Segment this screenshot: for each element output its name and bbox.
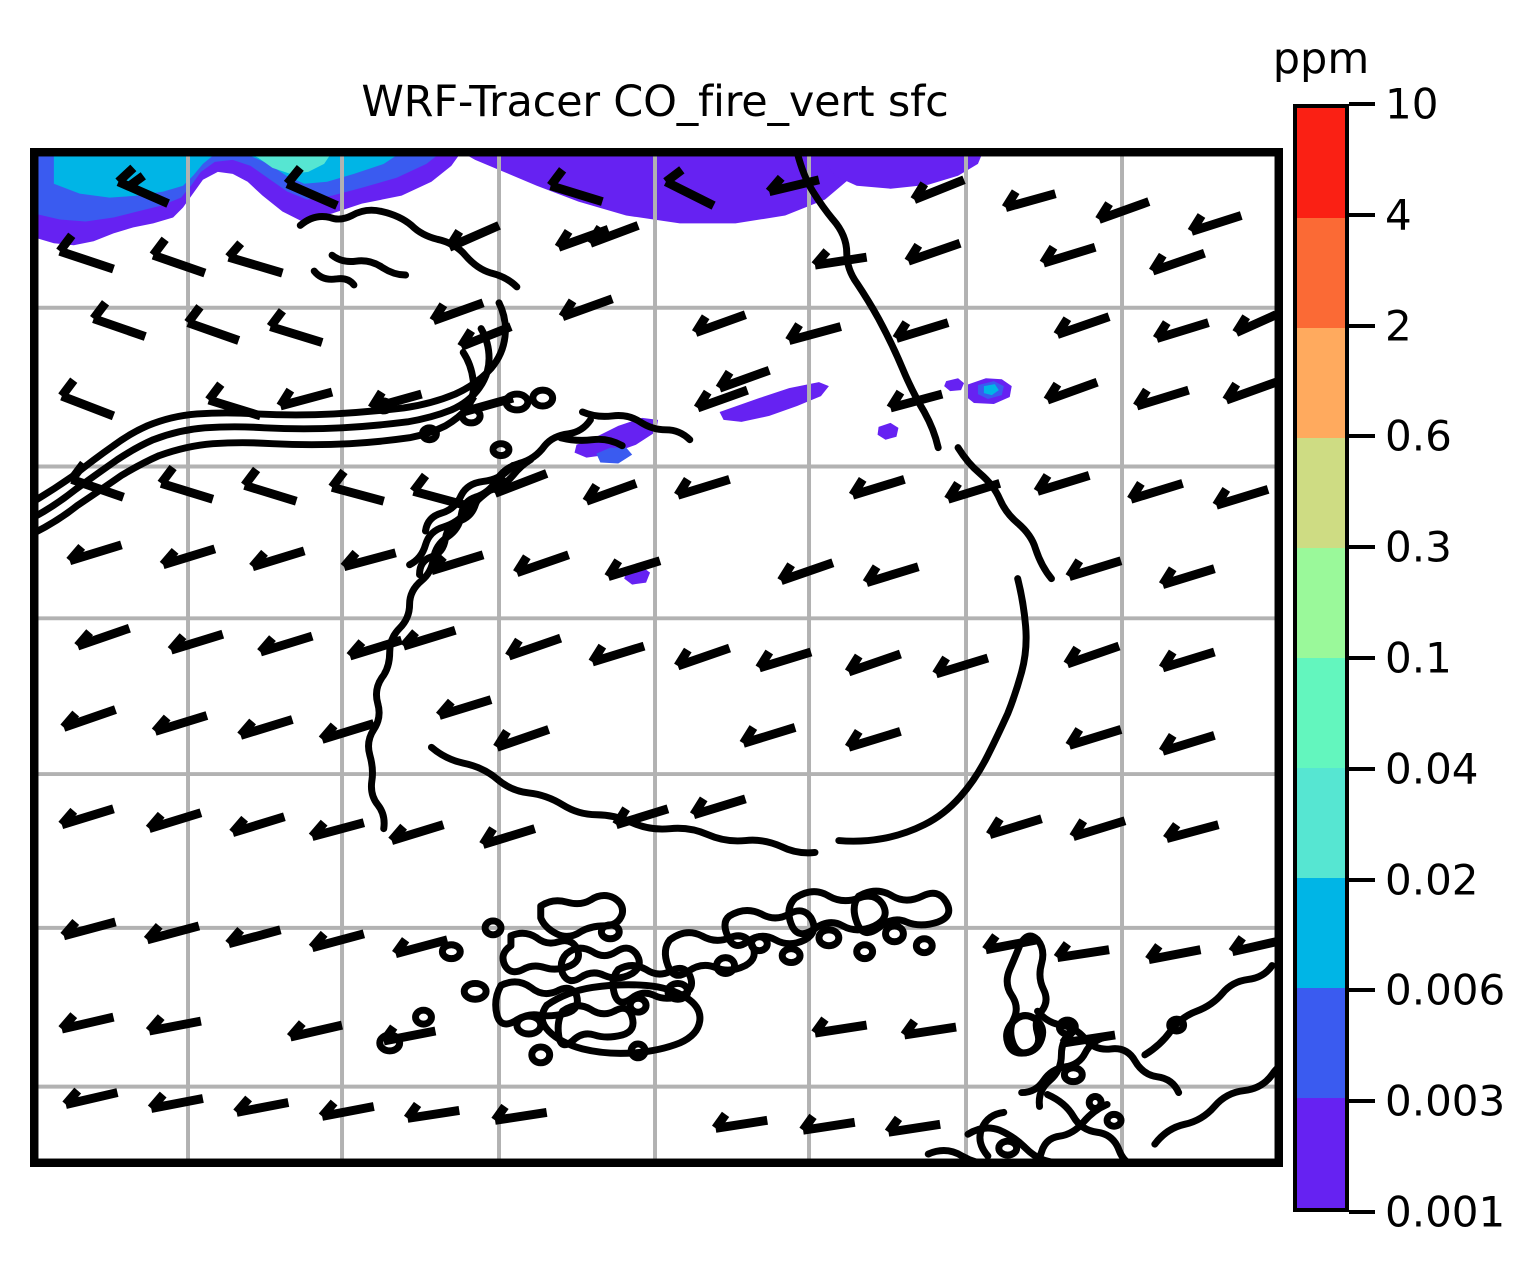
coastline-korea-west: [365, 416, 594, 833]
colorbar-tick: [1349, 877, 1375, 882]
colorbar-segment: [1297, 878, 1345, 988]
coastline-nk-east2: [954, 444, 1055, 583]
coastline-korea-west-detail: [416, 456, 535, 579]
coastline-korea-south: [427, 743, 819, 857]
coastline-honshu: [1151, 1062, 1279, 1148]
map-plot-area[interactable]: [30, 148, 1283, 1167]
colorbar-unit-label: ppm: [1272, 34, 1370, 84]
coastline-kyushu2: [1018, 1033, 1109, 1097]
south-island-chain: [661, 887, 953, 979]
colorbar-tick-label: 4: [1385, 190, 1412, 240]
colorbar-tick-label: 0.04: [1385, 744, 1479, 794]
contour-band-0.02: [246, 152, 333, 174]
coastline-korea-west-inlets2: [406, 485, 495, 569]
colorbar-segment: [1297, 1098, 1345, 1208]
colorbar-tick: [1349, 212, 1375, 217]
coastline-kyushu3: [1044, 1091, 1136, 1163]
colorbar-segment: [1297, 768, 1345, 878]
coastline-nw2: [328, 251, 410, 279]
contour-patch-central: [719, 382, 829, 422]
colorbar-tick: [1349, 988, 1375, 993]
colorbar-tick: [1349, 656, 1375, 660]
coastline-kyushu: [1034, 1007, 1183, 1097]
colorbar-segment: [1297, 658, 1345, 768]
colorbar-segment: [1297, 548, 1345, 658]
colorbar-tick: [1349, 102, 1375, 106]
colorbar-segment: [1297, 108, 1345, 218]
colorbar-tick-label: 0.1: [1385, 633, 1452, 683]
contour-patch-east: [944, 378, 1012, 405]
contour-patch-dot: [877, 422, 899, 440]
island-tsushima-s: [1003, 1012, 1047, 1057]
colorbar-tick-label: 0.3: [1385, 522, 1452, 572]
coastline-korea-west-inlets: [422, 462, 517, 535]
colorbar-tick-label: 0.02: [1385, 855, 1479, 905]
coastline-layer: [34, 152, 1279, 1163]
misc-islands: [627, 1015, 1188, 1159]
title-line-1: WRF-Tracer CO_fire_vert sfc: [361, 77, 949, 128]
colorbar-tick: [1349, 434, 1375, 439]
colorbar-segment: [1297, 218, 1345, 328]
contour-patch-west: [574, 417, 658, 464]
coastline-bay: [310, 267, 358, 289]
colorbar-segment: [1297, 438, 1345, 548]
colorbar-tick-label: 0.001: [1385, 1187, 1506, 1237]
colorbar-tick-label: 10: [1385, 79, 1439, 129]
colorbar-tick: [1349, 1210, 1375, 1214]
colorbar-tick-label: 0.006: [1385, 965, 1506, 1015]
colorbar[interactable]: [1293, 104, 1349, 1212]
colorbar-tick-label: 2: [1385, 301, 1412, 351]
island-jeju: [538, 981, 704, 1057]
coastline-kyushu4: [964, 1124, 1066, 1163]
colorbar-segment: [1297, 988, 1345, 1098]
coastline-nw: [296, 206, 521, 291]
contour-patch-nk: [824, 152, 983, 189]
colorbar-tick-label: 0.003: [1385, 1076, 1506, 1126]
coastline-honshu2: [1141, 962, 1276, 1059]
wind-barb-layer: [56, 164, 1278, 1137]
coastline-korea-east: [835, 575, 1030, 845]
colorbar-tick-label: 0.6: [1385, 411, 1452, 461]
map-svg: [34, 152, 1279, 1163]
coastline-han: [578, 408, 694, 444]
colorbar-segment: [1297, 328, 1345, 438]
coastline-han2: [557, 434, 626, 450]
coastline-sw-japan2: [976, 1108, 1008, 1160]
colorbar-tick: [1349, 323, 1375, 328]
colorbar-tick: [1349, 1099, 1375, 1104]
colorbar-tick: [1349, 766, 1375, 771]
coastline-sw-japan: [924, 1147, 994, 1163]
colorbar-tick: [1349, 545, 1375, 550]
